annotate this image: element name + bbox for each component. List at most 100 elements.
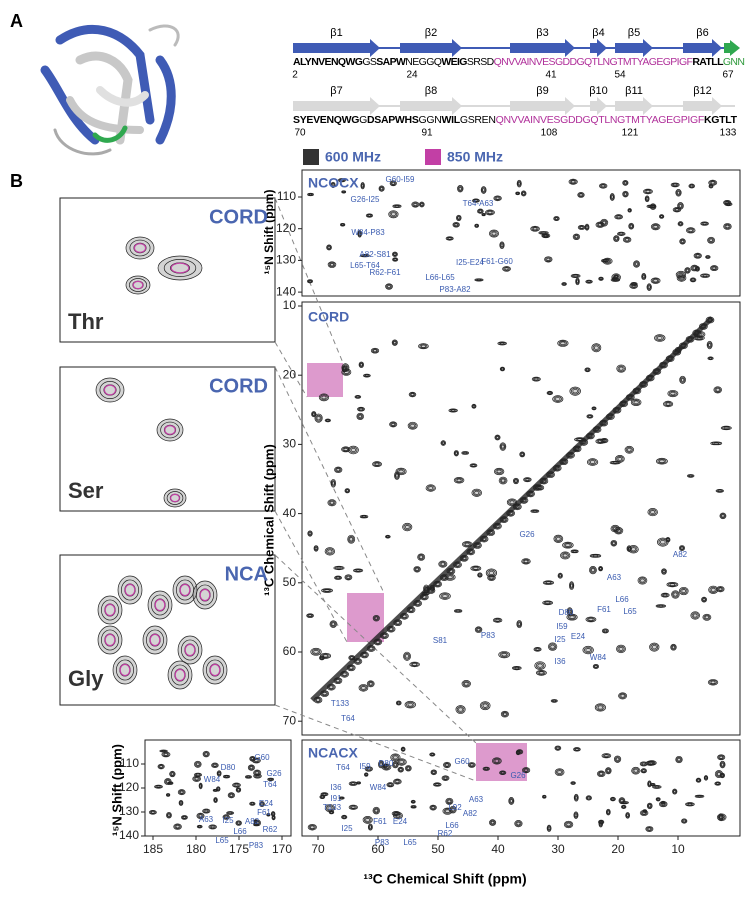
contour <box>373 807 380 814</box>
contour <box>592 554 599 557</box>
y-tick-label: 60 <box>283 644 297 658</box>
contour <box>463 541 472 547</box>
peak-label: T64 <box>263 780 277 789</box>
y-tick-label: 110 <box>120 756 139 770</box>
contour <box>606 809 611 815</box>
contour <box>227 811 234 815</box>
contour <box>486 210 494 215</box>
contour <box>680 587 688 595</box>
contour <box>198 825 202 828</box>
contour <box>523 559 529 563</box>
contour <box>329 500 335 505</box>
contour <box>213 797 218 803</box>
peak-label: T133 <box>331 699 350 708</box>
peak-label: W84 <box>204 775 221 784</box>
contour <box>248 765 255 770</box>
sequence-segment: SYEVENQWG <box>293 114 359 126</box>
contour <box>610 797 616 801</box>
inset-frame <box>59 554 276 706</box>
x-axis-label: ¹³C Chemical Shift (ppm) <box>363 871 526 887</box>
contour <box>633 768 638 773</box>
contour <box>475 224 478 227</box>
contour <box>435 783 440 786</box>
contour <box>322 793 327 796</box>
contour <box>709 357 713 360</box>
contour <box>534 647 541 652</box>
contour <box>574 794 579 801</box>
contour <box>723 426 729 430</box>
contour <box>708 356 713 360</box>
y-tick-label: 50 <box>283 575 297 589</box>
contour <box>535 648 540 651</box>
spectrum-title: NCOCX <box>308 175 359 191</box>
contour <box>393 252 397 256</box>
y-tick-label: 120 <box>119 780 139 794</box>
contour <box>692 266 697 270</box>
contour <box>500 771 505 774</box>
contour <box>412 663 418 666</box>
contour <box>382 764 391 770</box>
sequence-segment: GNN <box>723 56 745 68</box>
contour <box>543 601 552 605</box>
contour <box>629 546 638 553</box>
contour <box>179 790 184 794</box>
contour <box>689 184 695 188</box>
contour <box>720 513 726 519</box>
contour <box>335 576 342 580</box>
contour <box>599 772 604 776</box>
contour <box>602 439 607 442</box>
contour <box>342 447 350 452</box>
legend-swatch <box>425 149 441 165</box>
contour <box>558 574 562 578</box>
contour <box>250 802 255 806</box>
strand-arrow <box>293 97 380 115</box>
contour <box>613 236 619 242</box>
contour <box>457 216 461 220</box>
panel-label: B <box>10 171 23 191</box>
contour <box>313 649 319 654</box>
contour <box>611 797 615 801</box>
contour <box>562 283 566 286</box>
contour <box>598 771 605 777</box>
contour <box>481 187 486 193</box>
y-tick-label: 130 <box>276 253 296 267</box>
contour <box>620 694 625 698</box>
contour <box>619 693 626 699</box>
contour <box>622 805 626 809</box>
strand-label: β12 <box>693 85 712 97</box>
contour <box>588 415 592 418</box>
contour <box>481 702 490 709</box>
panel-label: A <box>10 11 23 31</box>
contour <box>657 458 667 464</box>
contour <box>149 633 161 647</box>
y-axis-label: ¹⁵N Shift (ppm) <box>109 744 124 836</box>
contour <box>223 814 229 820</box>
contour <box>181 815 188 820</box>
contour <box>495 618 500 622</box>
contour <box>600 183 607 188</box>
contour <box>168 781 173 785</box>
sequence-segment: RATLL <box>692 56 724 68</box>
contour <box>651 644 657 650</box>
contour <box>724 223 731 230</box>
contour <box>552 699 557 702</box>
contour <box>456 609 461 612</box>
contour <box>592 407 596 410</box>
contour <box>166 812 172 818</box>
contour <box>397 701 401 705</box>
contour <box>572 550 577 553</box>
contour <box>401 747 405 752</box>
contour <box>387 782 394 787</box>
contour <box>234 783 239 787</box>
contour <box>360 515 368 519</box>
strand-label: β4 <box>592 27 604 39</box>
contour <box>591 554 600 558</box>
protein-structure <box>40 24 180 156</box>
contour <box>561 552 569 559</box>
contour <box>392 762 398 768</box>
contour <box>678 221 683 226</box>
contour <box>515 192 520 195</box>
peak-label: A63 <box>469 795 484 804</box>
legend-swatch <box>303 149 319 165</box>
contour <box>412 805 416 808</box>
